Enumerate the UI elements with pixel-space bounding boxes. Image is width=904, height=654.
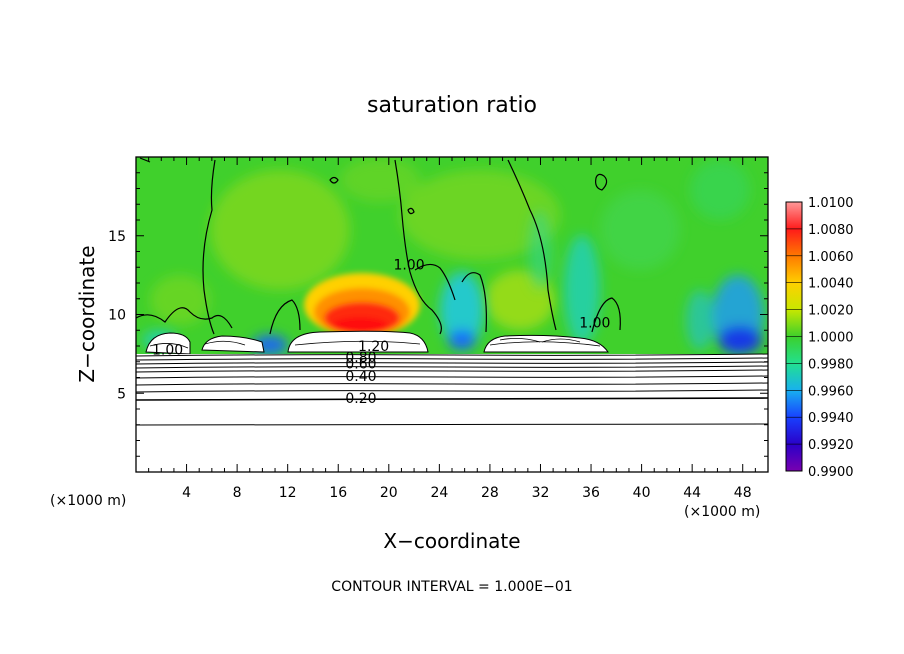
y-tick-label: 15 [108,229,126,245]
colorbar-segment [786,444,802,472]
x-tick-label: 36 [582,485,600,501]
colorbar-label: 0.9900 [808,465,854,480]
colorbar-segment [786,336,802,364]
contour-label: 1.00 [393,257,424,273]
field-lower-region [136,354,768,472]
x-axis-label: X−coordinate [383,529,520,553]
y-tick-label: 10 [108,308,126,324]
x-unit-right: (×1000 m) [684,504,760,520]
contour-label: 0.60 [345,356,376,372]
x-tick-label: 8 [233,485,242,501]
x-tick-label: 12 [279,485,297,501]
colorbar-segment [786,228,802,257]
contour-label: 0.80 [345,350,376,366]
colorbar-label: 1.0100 [808,196,854,211]
colorbar-segment [786,363,802,391]
colorbar-label: 1.0040 [808,277,854,292]
colorbar-segment [786,255,802,284]
field-cool-regions [142,210,764,355]
x-tick-label: 24 [430,485,448,501]
x-unit-left: (×1000 m) [50,493,126,509]
colorbar-segment [786,202,802,230]
contour-label: 1.00 [152,342,183,358]
chart-title: saturation ratio [367,93,537,118]
colorbar-label: 0.9940 [808,411,854,426]
x-tick-label: 48 [734,485,752,501]
x-tick-label: 32 [532,485,550,501]
contour-label: 0.40 [345,369,376,385]
contour-label: 1.20 [358,339,389,355]
colorbar-segment [786,282,802,311]
x-tick-label: 16 [329,485,347,501]
x-tick-label: 28 [481,485,499,501]
x-tick-label: 20 [380,485,398,501]
plot-area [136,157,768,472]
cloud-edge-contours [149,338,601,349]
contour-interval-note: CONTOUR INTERVAL = 1.000E−01 [331,579,572,595]
colorbar-label: 1.0080 [808,223,854,238]
colorbar-label: 1.0060 [808,250,854,265]
colorbar-label: 0.9980 [808,357,854,372]
colorbar-label: 0.9920 [808,438,854,453]
colorbar-label: 0.9960 [808,384,854,399]
colorbar-label: 1.0000 [808,331,854,346]
x-tick-label: 4 [182,485,191,501]
x-tick-label: 44 [683,485,701,501]
y-tick-label: 5 [117,386,126,402]
y-axis-label: Z−coordinate [75,245,99,382]
upper-contours [136,157,621,335]
x-tick-label: 40 [633,485,651,501]
x-axis-ticks: 4 8 12 16 20 24 28 32 36 40 44 48 [148,157,756,501]
contour-label: 0.20 [345,391,376,407]
colorbar: 1.0100 1.0080 1.0060 1.0040 1.0020 1.0000 0.99… [785,196,854,480]
contour-labels: 1.00 1.200.800.600.40 0.20 1.00 1.00 [152,257,610,407]
colorbar-segment [786,417,802,445]
colorbar-segment [786,309,802,337]
colorbar-label: 1.0020 [808,304,854,319]
field-warm-core [304,273,420,337]
contour-label: 1.00 [579,316,610,332]
colorbar-segment [786,390,802,418]
y-axis-ticks: 5 10 15 [108,172,768,457]
lower-contours [136,353,768,426]
